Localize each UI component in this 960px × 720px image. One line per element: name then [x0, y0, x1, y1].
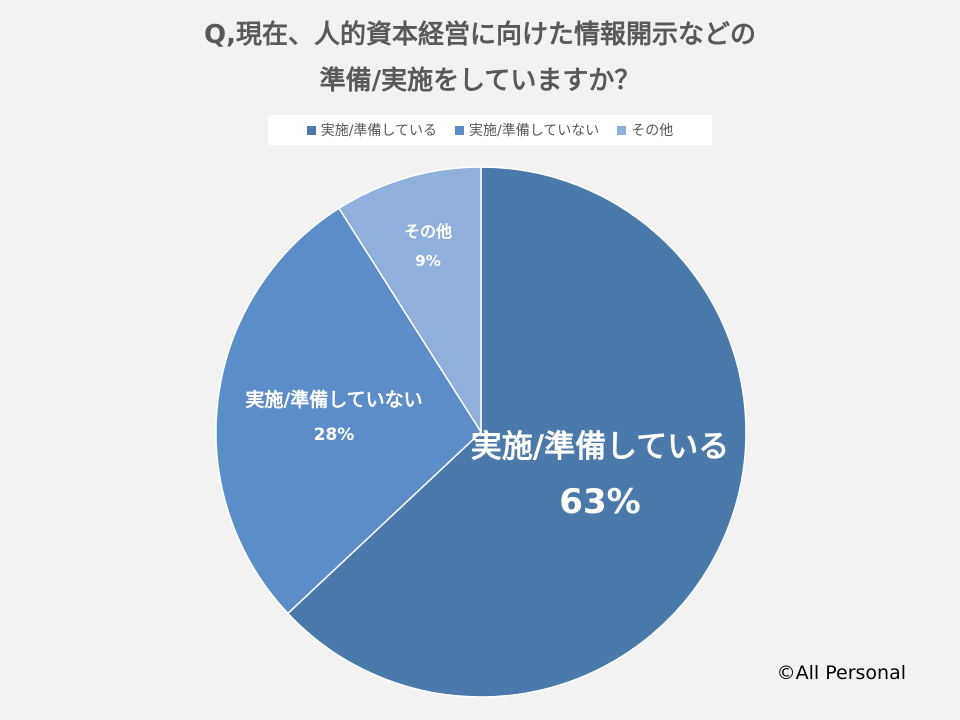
- legend-label-other: その他: [631, 123, 674, 139]
- chart-title-line-1: Q,現在、人的資本経営に向けた情報開示などの: [204, 20, 756, 50]
- slice-label-other: その他: [404, 222, 452, 241]
- slice-label-implemented: 実施/準備している: [471, 429, 729, 465]
- pie-slice-not-implemented: [215, 207, 482, 615]
- legend-label-not-implemented: 実施/準備していない: [469, 123, 600, 139]
- chart-title: Q,現在、人的資本経営に向けた情報開示などの 準備/実施をしていますか？: [0, 12, 960, 104]
- pie-slice-other: [337, 166, 482, 435]
- slice-value-implemented: 63%: [559, 482, 640, 522]
- legend-item-implemented: 実施/準備している: [306, 120, 437, 140]
- slice-label-not-implemented: 実施/準備していない: [245, 388, 422, 411]
- copyright-text: ©All Personal: [776, 662, 906, 684]
- slice-value-not-implemented: 28%: [314, 425, 355, 445]
- pie-slice-implemented: [286, 166, 747, 698]
- legend-swatch-implemented: [306, 125, 316, 135]
- chart-title-line-2: 準備/実施をしていますか？: [319, 66, 641, 96]
- legend-swatch-other: [617, 125, 627, 135]
- legend-item-other: その他: [617, 120, 673, 140]
- legend-item-not-implemented: 実施/準備していない: [455, 120, 599, 140]
- chart-legend: 実施/準備している 実施/準備していない その他: [268, 115, 712, 145]
- slice-value-other: 9%: [415, 252, 440, 270]
- legend-swatch-not-implemented: [455, 125, 464, 135]
- legend-label-implemented: 実施/準備している: [320, 123, 437, 139]
